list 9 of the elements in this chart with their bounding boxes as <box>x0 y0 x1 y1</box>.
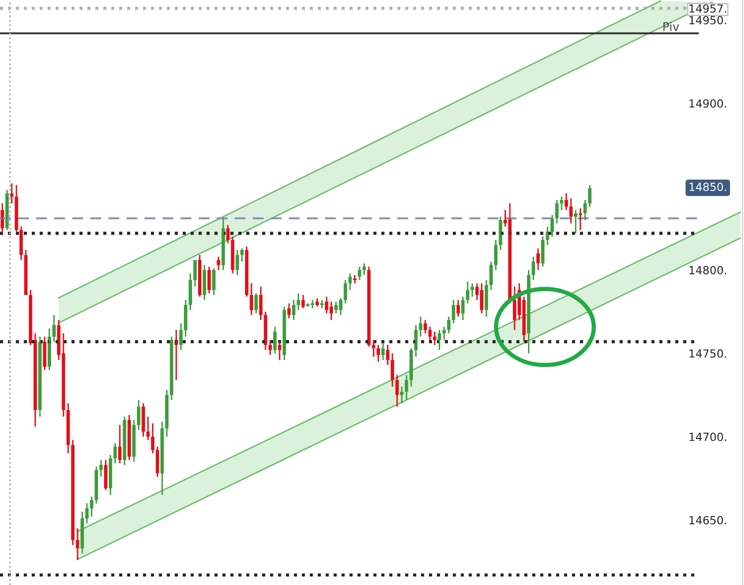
y-tick-label: 14957. <box>690 4 726 13</box>
y-tick-label: 14800. <box>690 266 726 274</box>
y-tick-label: 14650. <box>690 516 726 524</box>
y-tick-label: 14700. <box>690 432 726 442</box>
y-tick-label: 14850. <box>690 182 726 192</box>
y-tick-label: 14950. <box>690 16 726 24</box>
y-tick-label: 14750. <box>690 349 726 358</box>
y-tick-label: 14900. <box>690 99 726 108</box>
ref-line-label: Piv <box>663 22 680 31</box>
